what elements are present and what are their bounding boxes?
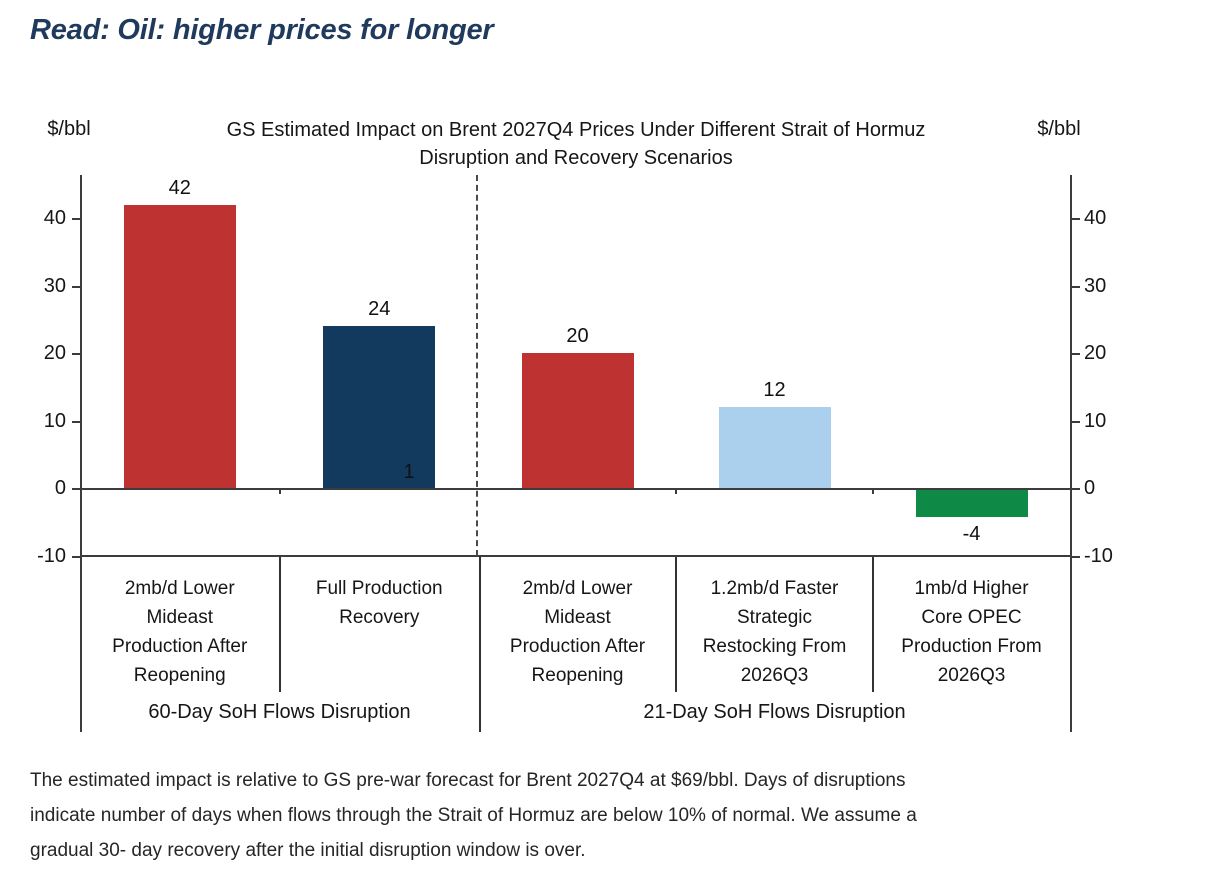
y-axis-tick-right xyxy=(1072,218,1080,220)
category-label-line: 1mb/d Higher xyxy=(914,578,1029,599)
category-label-line: Reopening xyxy=(133,665,226,686)
y-axis-tick-label-left: 0 xyxy=(54,477,66,499)
category-separator xyxy=(872,558,874,692)
y-axis-tick-label-left: 20 xyxy=(43,342,66,364)
category-label-line: 2026Q3 xyxy=(937,665,1006,686)
article-title-link[interactable]: Read: Oil: higher prices for longer xyxy=(30,14,494,46)
x-axis-tick xyxy=(675,488,677,494)
x-axis-tick xyxy=(872,488,874,494)
footnote-line-1: The estimated impact is relative to GS p… xyxy=(30,770,906,791)
chart-footnote: The estimated impact is relative to GS p… xyxy=(30,763,1090,868)
bar xyxy=(123,204,236,488)
y-axis-tick-label-right: 0 xyxy=(1084,477,1096,499)
category-separator xyxy=(278,558,281,692)
bar-value-label: 24 xyxy=(368,298,391,320)
y-axis-tick-label-right: 40 xyxy=(1084,207,1107,229)
y-axis-unit-left: $/bbl xyxy=(47,118,91,140)
category-label-line: Strategic xyxy=(737,607,812,628)
y-axis-tick-label-right: 20 xyxy=(1084,342,1107,364)
bar-value-label: 20 xyxy=(566,325,589,347)
category-label-line: Production From xyxy=(901,636,1042,657)
y-axis-tick-label-right: 10 xyxy=(1084,409,1107,432)
group-label: 21-Day SoH Flows Disruption xyxy=(643,701,906,723)
y-axis-tick-label-right: 30 xyxy=(1084,274,1107,297)
category-label-line: 2mb/d Lower xyxy=(124,578,235,599)
group-divider-line xyxy=(479,556,481,732)
zero-baseline xyxy=(80,488,1070,490)
category-label: 1mb/d Higher Core OPEC Production From 2026… xyxy=(875,574,1068,690)
bar-value-label: 42 xyxy=(168,176,191,199)
y-axis-right-spine xyxy=(1070,175,1072,732)
y-axis-tick-left xyxy=(72,555,80,558)
y-axis-tick-label-left: 40 xyxy=(43,207,66,229)
y-axis-tick-right xyxy=(1072,488,1080,490)
category-label-line: Mideast xyxy=(544,607,611,628)
y-axis-tick-right xyxy=(1072,285,1080,288)
footnote-line-2: indicate number of days when flows throu… xyxy=(30,805,917,826)
bar xyxy=(718,407,831,488)
y-axis-tick-left xyxy=(72,420,80,423)
y-axis-tick-left xyxy=(72,285,80,288)
chart-title-line-1: GS Estimated Impact on Brent 2027Q4 Pric… xyxy=(226,119,926,141)
bar-value-label: -4 xyxy=(962,523,981,545)
bar xyxy=(521,353,634,488)
y-axis-tick-left xyxy=(72,353,80,355)
scenario-group-dashed-divider xyxy=(476,175,478,556)
category-label-line: Core OPEC xyxy=(921,607,1022,628)
footnote-line-3: gradual 30- day recovery after the initi… xyxy=(30,840,586,861)
y-axis-tick-right xyxy=(1072,555,1080,558)
chart-title-line-2: Disruption and Recovery Scenarios xyxy=(419,147,733,169)
y-axis-tick-label-left: -10 xyxy=(37,544,66,567)
category-label-line: Production After xyxy=(112,636,248,657)
category-label-line: 2mb/d Lower xyxy=(522,578,633,599)
category-label: 2mb/d Lower Mideast Production After Reopen… xyxy=(481,574,674,690)
category-label-line: Full Production xyxy=(315,578,443,599)
y-axis-tick-label-left: 10 xyxy=(43,409,66,432)
y-axis-tick-right xyxy=(1072,353,1080,355)
y-axis-tick-label-left: 30 xyxy=(43,274,66,297)
category-label-line: Mideast xyxy=(146,607,214,628)
y-axis-tick-right xyxy=(1072,420,1080,423)
y-axis-left-spine xyxy=(80,175,82,732)
group-label: 60-Day SoH Flows Disruption xyxy=(148,701,411,723)
footnote-marker-label: 1 xyxy=(403,461,415,483)
category-label: 1.2mb/d Faster Strategic Restocking From 20… xyxy=(678,574,871,690)
category-label: Full Production Recovery xyxy=(282,574,478,632)
category-label-line: 2026Q3 xyxy=(740,665,809,686)
axis-bottom-line xyxy=(80,555,1070,557)
bar-value-label: 12 xyxy=(763,379,786,401)
x-axis-tick xyxy=(278,488,281,494)
category-label-line: Reopening xyxy=(531,665,624,686)
y-axis-tick-left xyxy=(72,488,80,490)
category-label-line: Restocking From xyxy=(702,636,847,657)
category-label-line: Production After xyxy=(509,636,646,657)
category-label-line: 1.2mb/d Faster xyxy=(710,578,839,599)
chart-title: GS Estimated Impact on Brent 2027Q4 Pric… xyxy=(110,116,1042,172)
category-label: 2mb/d Lower Mideast Production After Reopen… xyxy=(82,574,278,690)
y-axis-tick-label-right: -10 xyxy=(1084,544,1113,567)
category-separator xyxy=(675,558,677,692)
y-axis-unit-right: $/bbl xyxy=(1037,118,1081,140)
category-label-line: Recovery xyxy=(339,607,420,628)
bar xyxy=(915,490,1028,517)
y-axis-tick-left xyxy=(72,218,80,220)
bar xyxy=(323,326,436,488)
